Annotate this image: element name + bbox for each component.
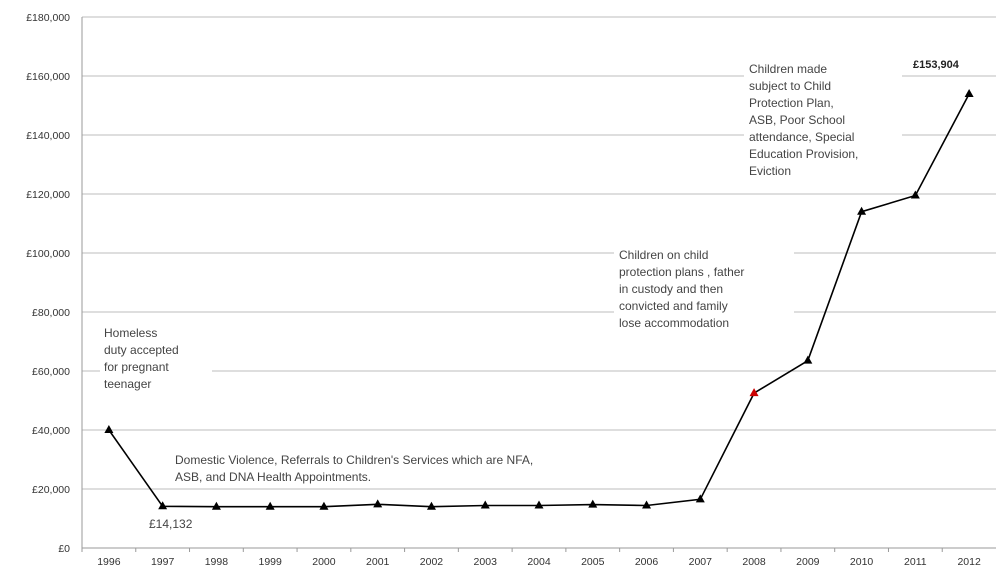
annotation-protection-2012-line-1: Children made xyxy=(749,62,827,76)
y-tick-label: £160,000 xyxy=(26,71,70,83)
y-tick-label: £120,000 xyxy=(26,189,70,201)
x-tick-label: 2003 xyxy=(474,556,498,568)
data-label-2012: £153,904 xyxy=(913,59,960,71)
data-point xyxy=(373,499,383,508)
x-tick-label: 2011 xyxy=(904,556,927,568)
x-tick-label: 2001 xyxy=(366,556,390,568)
annotation-homeless-line-1: Homeless xyxy=(104,326,157,340)
annotation-domestic-line-2: ASB, and DNA Health Appointments. xyxy=(175,470,371,484)
data-point xyxy=(964,88,974,97)
x-axis-tick-labels: 1996 1997 1998 1999 2000 2001 2002 2003 2004 2005… xyxy=(81,548,981,568)
x-tick-label: 1998 xyxy=(205,556,229,568)
annotation-protection-2012-line-2: subject to Child xyxy=(749,79,831,93)
x-tick-label: 2006 xyxy=(635,556,659,568)
annotation-domestic-line-1: Domestic Violence, Referrals to Children… xyxy=(175,453,533,467)
annotation-value-1997: £14,132 xyxy=(149,517,193,531)
annotation-homeless-line-2: duty accepted xyxy=(104,343,179,357)
x-tick-label: 2002 xyxy=(420,556,444,568)
y-tick-label: £140,000 xyxy=(26,130,70,142)
annotation-protection-2008-line-2: protection plans , father xyxy=(619,265,744,279)
y-tick-label: £40,000 xyxy=(32,425,70,437)
annotation-protection-2008-line-4: convicted and family xyxy=(619,299,728,313)
x-tick-label: 2005 xyxy=(581,556,605,568)
y-tick-label: £20,000 xyxy=(32,484,70,496)
x-tick-label: 2008 xyxy=(742,556,766,568)
x-tick-label: 2007 xyxy=(689,556,713,568)
data-point xyxy=(265,501,275,510)
y-tick-label: £100,000 xyxy=(26,248,70,260)
annotation-homeless: Homeless duty accepted for pregnant teen… xyxy=(100,322,212,398)
annotation-value-2012: £153,904 xyxy=(908,56,974,72)
data-point xyxy=(803,355,813,364)
data-point xyxy=(158,501,168,510)
x-tick-label: 2009 xyxy=(796,556,820,568)
data-point xyxy=(588,499,598,508)
y-tick-label: £60,000 xyxy=(32,366,70,378)
data-point xyxy=(910,190,920,199)
annotation-protection-2012-line-6: Education Provision, xyxy=(749,147,858,161)
data-point xyxy=(211,501,221,510)
annotation-protection-2008-line-3: in custody and then xyxy=(619,282,723,296)
data-point xyxy=(104,425,114,433)
x-tick-label: 2010 xyxy=(850,556,874,568)
data-point xyxy=(642,500,652,509)
x-tick-label: 1996 xyxy=(97,556,121,568)
y-axis-tick-labels: £0 £20,000 £40,000 £60,000 £80,000 £100,000 £1… xyxy=(26,12,70,555)
x-tick-label: 2012 xyxy=(957,556,981,568)
x-tick-label: 2004 xyxy=(527,556,551,568)
x-tick-label: 1997 xyxy=(151,556,175,568)
annotation-protection-2012-line-3: Protection Plan, xyxy=(749,96,834,110)
annotation-protection-2008-line-1: Children on child xyxy=(619,248,708,262)
annotation-protection-2012-line-7: Eviction xyxy=(749,164,791,178)
y-tick-label: £80,000 xyxy=(32,307,70,319)
annotation-protection-2008-line-5: lose accommodation xyxy=(619,316,729,330)
data-point xyxy=(749,388,759,397)
gridlines xyxy=(82,16,996,490)
annotation-homeless-line-4: teenager xyxy=(104,377,151,391)
annotation-protection-2012-line-4: ASB, Poor School xyxy=(749,113,845,127)
data-label-1997: £14,132 xyxy=(149,517,193,531)
x-tick-label: 2000 xyxy=(312,556,336,568)
annotation-homeless-line-3: for pregnant xyxy=(104,360,169,374)
annotation-protection-2012-line-5: attendance, Special xyxy=(749,130,854,144)
data-point-markers xyxy=(104,88,974,510)
data-point xyxy=(695,494,705,503)
data-point xyxy=(319,501,329,510)
data-point xyxy=(857,206,867,215)
annotation-protection-2012: Children made subject to Child Protectio… xyxy=(744,58,902,184)
data-point xyxy=(426,501,436,510)
annotation-protection-2008: Children on child protection plans , fat… xyxy=(614,245,794,337)
y-tick-label: £180,000 xyxy=(26,12,70,24)
y-tick-label: £0 xyxy=(58,543,70,555)
x-tick-label: 1999 xyxy=(258,556,282,568)
data-point xyxy=(480,500,490,509)
annotation-domestic: Domestic Violence, Referrals to Children… xyxy=(170,449,656,487)
data-point xyxy=(534,500,544,509)
